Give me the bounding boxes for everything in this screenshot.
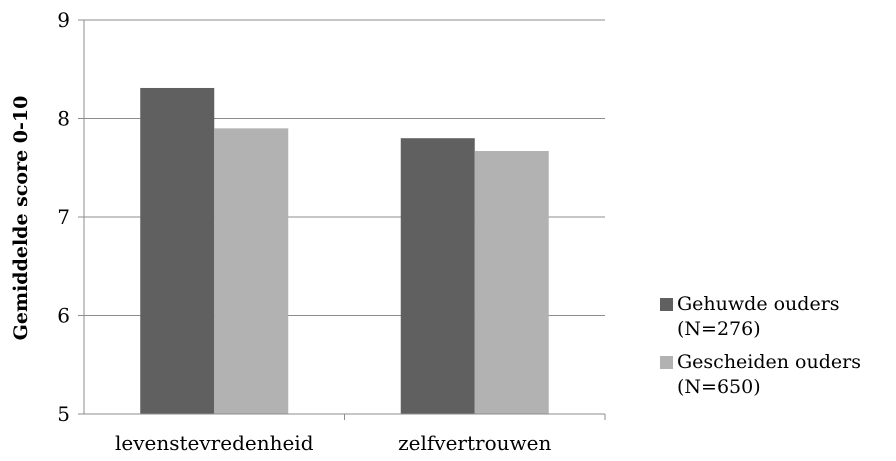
y-tick-label: 5 <box>57 402 70 426</box>
x-tick-label: levenstevredenheid <box>115 431 314 455</box>
y-tick-labels: 5 6 7 8 9 <box>57 8 70 426</box>
bar-zelfvertrouwen-gescheiden <box>474 151 549 414</box>
y-tick-label: 9 <box>57 8 70 32</box>
legend-swatch-gescheiden <box>660 356 673 369</box>
x-tick-labels: levenstevredenheid zelfvertrouwen <box>115 431 551 455</box>
bar-zelfvertrouwen-gehuwde <box>400 138 475 414</box>
legend-swatch-gehuwde <box>660 298 673 311</box>
legend-item: Gehuwde ouders (N=276) <box>660 292 896 342</box>
y-tick-label: 6 <box>57 304 70 328</box>
y-axis-label: Gemiddelde score 0-10 <box>10 96 32 341</box>
y-tick-label: 7 <box>57 205 70 229</box>
legend-label-gescheiden: Gescheiden ouders (N=650) <box>677 351 861 398</box>
axes <box>78 19 606 420</box>
legend-label-gehuwde: Gehuwde ouders (N=276) <box>677 293 840 340</box>
bar-chart: 5 6 7 8 9 levenstevredenheid zelfvertrouwen G… <box>10 8 606 455</box>
bar-levenstevredenheid-gehuwde <box>140 87 215 414</box>
bar-levenstevredenheid-gescheiden <box>214 128 289 414</box>
legend-item: Gescheiden ouders (N=650) <box>660 350 896 400</box>
legend: Gehuwde ouders (N=276) Gescheiden ouders… <box>660 292 896 408</box>
x-tick-label: zelfvertrouwen <box>398 431 551 455</box>
bars <box>140 87 549 414</box>
y-tick-label: 8 <box>57 107 70 131</box>
